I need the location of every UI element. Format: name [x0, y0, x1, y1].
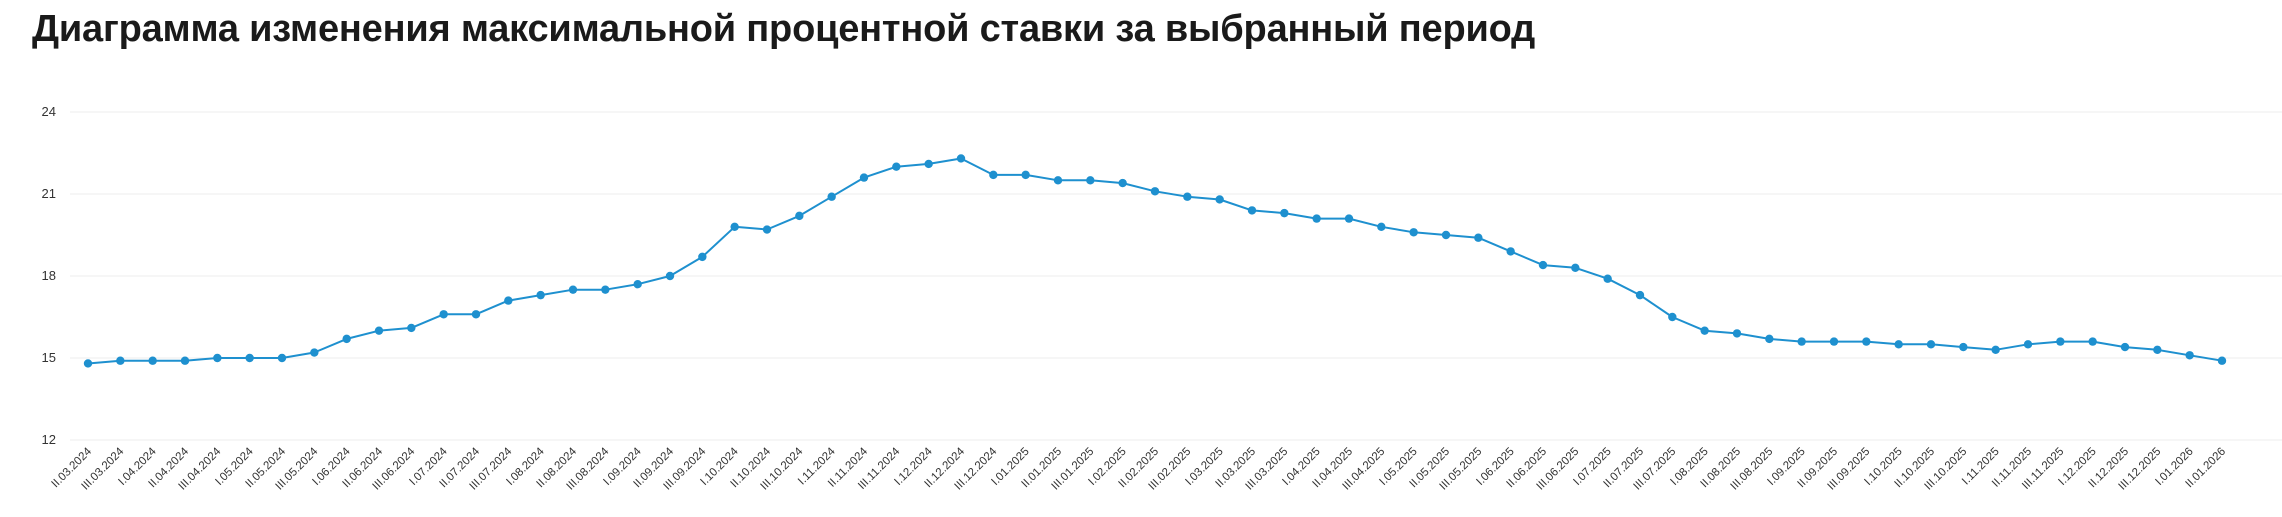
data-point[interactable]: [827, 192, 836, 201]
data-point[interactable]: [1700, 326, 1709, 335]
data-point[interactable]: [1797, 337, 1806, 346]
data-point[interactable]: [1086, 176, 1095, 185]
data-point[interactable]: [1021, 170, 1030, 180]
data-point[interactable]: [892, 162, 901, 171]
data-point[interactable]: [245, 353, 254, 363]
data-point[interactable]: [1474, 233, 1483, 242]
data-point[interactable]: [2120, 342, 2130, 352]
data-point[interactable]: [1441, 230, 1451, 240]
data-point[interactable]: [374, 326, 384, 335]
data-point[interactable]: [471, 310, 481, 319]
data-point[interactable]: [762, 225, 772, 234]
series: [83, 154, 2227, 368]
data-point[interactable]: [601, 285, 610, 294]
data-point[interactable]: [1894, 340, 1903, 349]
data-point[interactable]: [1635, 290, 1645, 300]
data-point[interactable]: [1409, 228, 1418, 237]
data-point[interactable]: [2088, 337, 2097, 346]
data-point[interactable]: [1571, 263, 1580, 272]
data-point[interactable]: [1150, 187, 1160, 196]
data-point[interactable]: [956, 154, 966, 163]
data-point[interactable]: [213, 353, 222, 363]
y-tick-label: 21: [42, 186, 56, 201]
data-point[interactable]: [2023, 340, 2033, 349]
data-point[interactable]: [148, 356, 157, 365]
data-point[interactable]: [342, 334, 351, 344]
data-point[interactable]: [1506, 247, 1515, 256]
data-point[interactable]: [1247, 206, 1257, 215]
data-point[interactable]: [1312, 214, 1321, 223]
page-title: Диаграмма изменения максимальной процент…: [32, 8, 1536, 50]
data-point[interactable]: [310, 348, 319, 357]
data-point[interactable]: [439, 310, 448, 319]
data-point[interactable]: [1991, 345, 2000, 354]
data-point[interactable]: [1603, 274, 1612, 283]
y-tick-label: 24: [42, 104, 56, 119]
y-tick-label: 18: [42, 268, 56, 283]
data-point[interactable]: [568, 285, 578, 294]
data-point[interactable]: [83, 359, 93, 368]
data-point[interactable]: [1959, 342, 1968, 352]
data-point[interactable]: [277, 353, 287, 363]
data-point[interactable]: [1765, 334, 1774, 344]
data-point[interactable]: [1732, 329, 1742, 338]
y-tick-label: 15: [42, 350, 56, 365]
data-point[interactable]: [2217, 356, 2227, 365]
data-point[interactable]: [180, 356, 190, 365]
data-point[interactable]: [795, 211, 804, 221]
data-point[interactable]: [1183, 192, 1192, 201]
data-point[interactable]: [1280, 208, 1289, 218]
data-point[interactable]: [1538, 260, 1548, 270]
data-point[interactable]: [989, 170, 998, 180]
data-point[interactable]: [504, 296, 513, 305]
x-axis: II.03.2024III.03.2024I.04.2024II.04.2024…: [49, 445, 2228, 492]
grid-lines: [70, 111, 2282, 441]
data-point[interactable]: [1668, 312, 1677, 322]
data-point[interactable]: [1862, 337, 1871, 346]
data-point[interactable]: [1829, 337, 1839, 346]
data-point[interactable]: [730, 222, 739, 231]
data-point[interactable]: [698, 252, 707, 262]
data-point[interactable]: [1344, 214, 1354, 223]
data-point[interactable]: [116, 356, 125, 365]
data-point[interactable]: [2056, 337, 2065, 346]
data-point[interactable]: [2185, 351, 2194, 360]
data-point[interactable]: [1377, 222, 1386, 231]
data-point[interactable]: [407, 323, 416, 333]
data-point[interactable]: [665, 271, 675, 281]
data-point[interactable]: [859, 173, 869, 182]
data-point[interactable]: [2153, 345, 2162, 354]
data-point[interactable]: [1926, 340, 1936, 349]
y-tick-label: 12: [42, 432, 56, 447]
data-point[interactable]: [536, 290, 545, 300]
data-point[interactable]: [633, 280, 642, 289]
data-point[interactable]: [1053, 176, 1063, 185]
data-point[interactable]: [924, 159, 933, 169]
y-axis: 12 15 18 21 24: [42, 104, 56, 447]
data-point[interactable]: [1118, 178, 1127, 188]
data-point[interactable]: [1215, 195, 1224, 204]
